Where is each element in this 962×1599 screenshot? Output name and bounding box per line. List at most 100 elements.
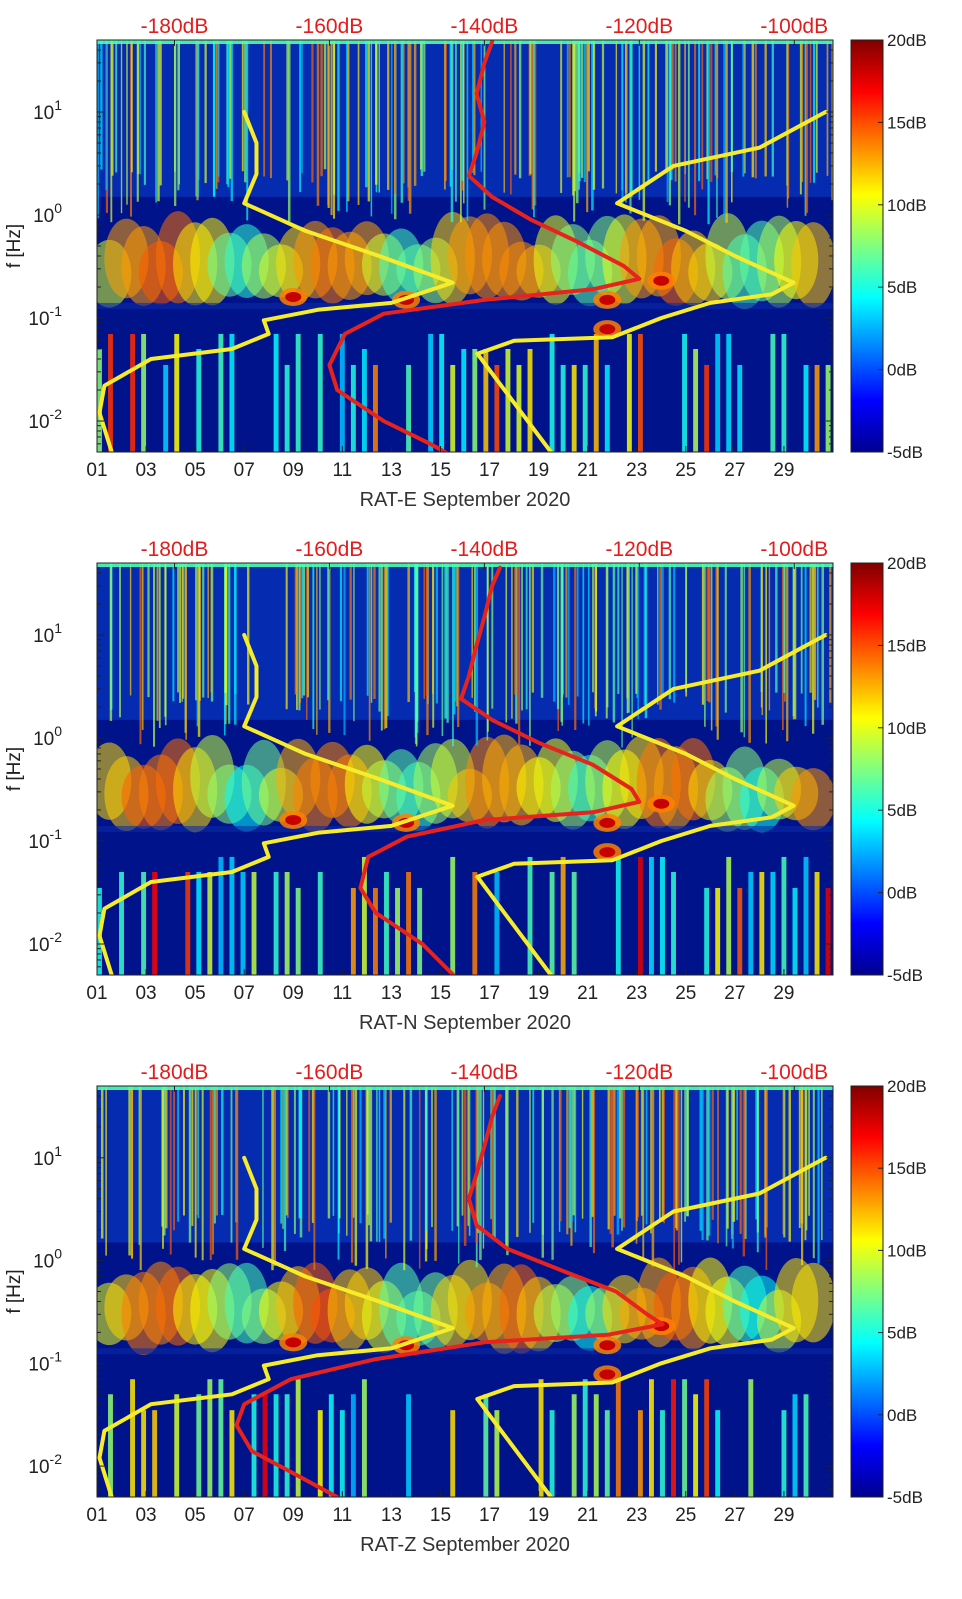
column-cell bbox=[229, 333, 235, 452]
streak bbox=[707, 40, 710, 225]
y-tick-label: 10-1 bbox=[28, 826, 62, 853]
x-tick-label: 07 bbox=[234, 983, 255, 1004]
streak bbox=[743, 40, 746, 174]
streak bbox=[505, 563, 508, 723]
streak bbox=[173, 1086, 175, 1231]
streak bbox=[460, 40, 462, 223]
x-tick-label: 05 bbox=[185, 460, 206, 481]
x-tick-label: 13 bbox=[381, 983, 402, 1004]
streak bbox=[678, 1086, 680, 1265]
x-axis-label: RAT-E September 2020 bbox=[360, 489, 571, 511]
column-cell bbox=[251, 1394, 257, 1497]
streak bbox=[642, 40, 646, 221]
streak bbox=[609, 1086, 612, 1234]
x-tick-label: 07 bbox=[234, 1505, 255, 1526]
x-tick-label: 11 bbox=[332, 460, 352, 481]
column-cell bbox=[196, 1394, 202, 1497]
streak bbox=[673, 563, 676, 703]
column-cell bbox=[671, 1379, 676, 1497]
column-cell bbox=[284, 1394, 290, 1497]
column-cell bbox=[483, 1394, 489, 1497]
y-axis-label: f [Hz] bbox=[4, 1269, 25, 1313]
streak bbox=[831, 40, 833, 201]
streak bbox=[487, 563, 489, 732]
streak bbox=[788, 1086, 791, 1242]
streak bbox=[365, 1086, 369, 1269]
streak bbox=[708, 1086, 711, 1236]
x-tick-label: 13 bbox=[381, 460, 402, 481]
streak bbox=[744, 1086, 747, 1239]
column-cell bbox=[704, 364, 710, 452]
streak bbox=[605, 563, 608, 719]
psd-curve bbox=[327, 40, 642, 452]
streak bbox=[783, 1086, 786, 1238]
column-cell bbox=[174, 1394, 180, 1497]
y-axis: 10-2 10-1 100 101 bbox=[28, 39, 833, 453]
streak bbox=[403, 1086, 406, 1271]
streak bbox=[332, 40, 336, 219]
column-cell bbox=[582, 364, 588, 452]
column-cell bbox=[803, 1394, 809, 1497]
streak bbox=[468, 1086, 471, 1236]
streak bbox=[380, 563, 383, 731]
streak bbox=[799, 40, 802, 195]
x-tick-label: 25 bbox=[675, 983, 696, 1004]
streak bbox=[207, 563, 209, 699]
streak bbox=[423, 563, 426, 700]
streak bbox=[740, 563, 743, 733]
streak bbox=[566, 1086, 569, 1235]
column-cell bbox=[130, 1379, 136, 1497]
streak bbox=[570, 1086, 573, 1222]
streak bbox=[285, 563, 288, 710]
streak bbox=[287, 1086, 289, 1218]
streak bbox=[353, 563, 355, 722]
streak bbox=[328, 563, 331, 733]
spot-core bbox=[599, 1369, 616, 1380]
colorbar-gradient bbox=[850, 562, 884, 976]
streak bbox=[110, 40, 113, 223]
streak bbox=[659, 563, 662, 710]
streak bbox=[420, 40, 424, 177]
streak bbox=[511, 563, 513, 719]
column-cell bbox=[317, 333, 323, 452]
streak bbox=[829, 563, 832, 703]
streak bbox=[338, 1086, 341, 1219]
streak bbox=[368, 563, 371, 741]
streak bbox=[394, 40, 397, 195]
streak bbox=[615, 40, 618, 194]
x-tick-label: 05 bbox=[185, 983, 206, 1004]
streak bbox=[390, 40, 393, 214]
streak bbox=[736, 1086, 738, 1221]
streak bbox=[708, 563, 711, 703]
streak bbox=[616, 1086, 620, 1235]
x-tick-label: 15 bbox=[430, 1505, 451, 1526]
column-cell bbox=[560, 364, 566, 452]
column-cell bbox=[781, 333, 787, 452]
streak bbox=[566, 40, 569, 178]
top-db-axis: -180dB -160dB -140dB -120dB -100dB bbox=[141, 15, 828, 46]
x-tick-label: 13 bbox=[381, 1505, 402, 1526]
streak bbox=[196, 1086, 199, 1215]
column-cell bbox=[472, 872, 478, 975]
streak bbox=[385, 1086, 387, 1259]
streak bbox=[312, 563, 315, 730]
streak bbox=[105, 40, 108, 191]
streak bbox=[560, 40, 563, 193]
heatmap-area bbox=[97, 563, 833, 975]
column-cell bbox=[406, 364, 412, 452]
streak bbox=[592, 563, 594, 693]
top-db-label: -140dB bbox=[451, 538, 519, 561]
streak bbox=[224, 563, 227, 694]
streak bbox=[178, 40, 180, 185]
column-cell bbox=[803, 364, 809, 452]
x-tick-label: 25 bbox=[675, 460, 696, 481]
streak bbox=[368, 1086, 371, 1226]
streak bbox=[188, 1086, 192, 1243]
streak bbox=[311, 40, 314, 183]
column-cell bbox=[174, 333, 180, 452]
x-tick-label: 29 bbox=[773, 460, 794, 481]
streak bbox=[306, 563, 308, 720]
streak bbox=[370, 40, 373, 217]
streak bbox=[701, 1086, 704, 1240]
streak bbox=[542, 1086, 544, 1235]
